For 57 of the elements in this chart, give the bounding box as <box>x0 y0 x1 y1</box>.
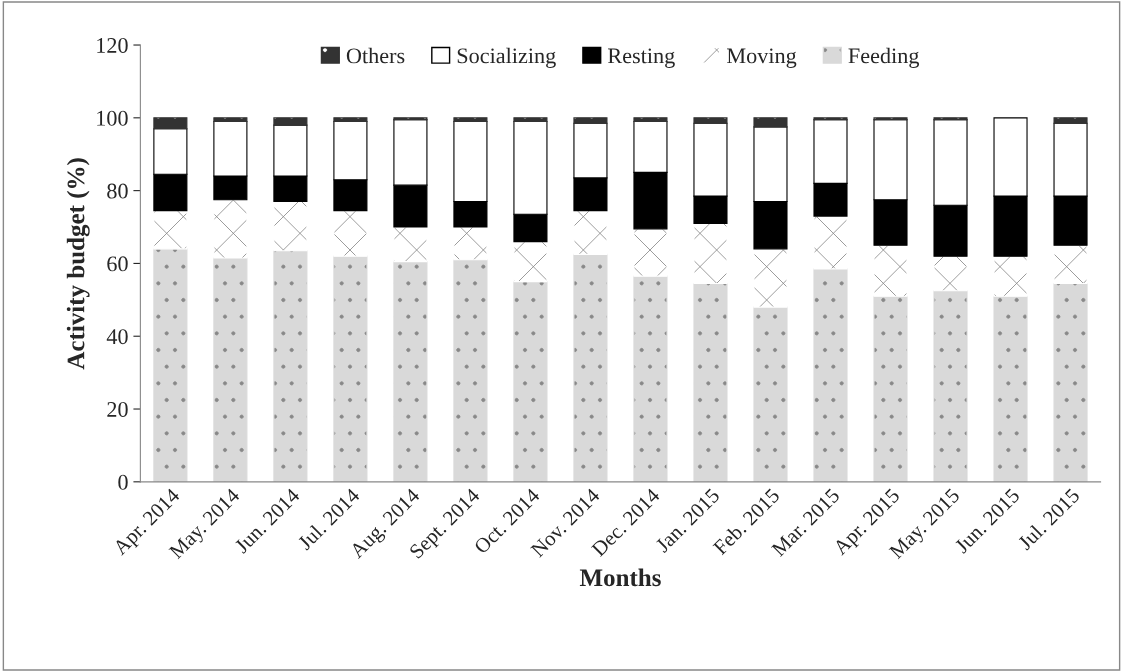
bar <box>693 222 728 284</box>
bar <box>513 241 548 283</box>
legend-label: Feeding <box>848 47 920 68</box>
y-axis-title: Activity budget (%) <box>66 158 90 370</box>
x-axis-title: Months <box>579 568 661 587</box>
bar <box>753 306 788 482</box>
legend-label: Resting <box>607 48 675 68</box>
bar <box>573 210 608 255</box>
bar <box>513 281 548 482</box>
bar <box>333 255 368 482</box>
legend-label: Socializing <box>457 47 556 68</box>
bar <box>213 117 248 123</box>
y-tick-label: 40 <box>106 329 128 345</box>
bar <box>753 117 788 128</box>
legend-label: Moving <box>727 48 797 68</box>
y-tick-label: 20 <box>107 401 128 417</box>
bar <box>993 255 1028 297</box>
bar <box>813 215 848 270</box>
bar <box>333 117 368 123</box>
bar <box>453 259 488 482</box>
y-tick-label: 120 <box>97 37 128 53</box>
bar <box>213 257 248 482</box>
bar <box>1053 282 1088 482</box>
bar <box>693 117 728 124</box>
bar <box>1053 117 1088 124</box>
bar <box>933 290 968 482</box>
y-tick-label: 60 <box>107 256 128 272</box>
bar <box>1053 244 1088 284</box>
bar <box>813 268 848 482</box>
bar <box>753 248 788 308</box>
y-tick-label: 80 <box>107 183 128 199</box>
bar <box>273 200 308 252</box>
bar <box>693 282 728 482</box>
bar <box>153 117 188 130</box>
bar <box>213 199 248 259</box>
bar <box>333 210 368 257</box>
bar <box>393 226 428 263</box>
bar <box>393 261 428 482</box>
bar <box>633 117 668 123</box>
bar <box>873 244 908 297</box>
bar <box>573 117 608 124</box>
bar <box>273 117 308 126</box>
bar <box>153 210 188 250</box>
bar <box>633 228 668 277</box>
bar <box>933 255 968 292</box>
bar <box>513 117 548 123</box>
bar <box>273 250 308 482</box>
bar <box>633 275 668 482</box>
bar <box>873 295 908 482</box>
legend-label: Others <box>346 47 405 64</box>
bar <box>453 117 488 123</box>
y-tick-label: 0 <box>118 474 128 490</box>
y-tick-label: 100 <box>97 110 128 126</box>
bar <box>453 226 488 261</box>
bar <box>153 248 188 482</box>
bar <box>573 253 608 482</box>
bar <box>993 295 1028 482</box>
